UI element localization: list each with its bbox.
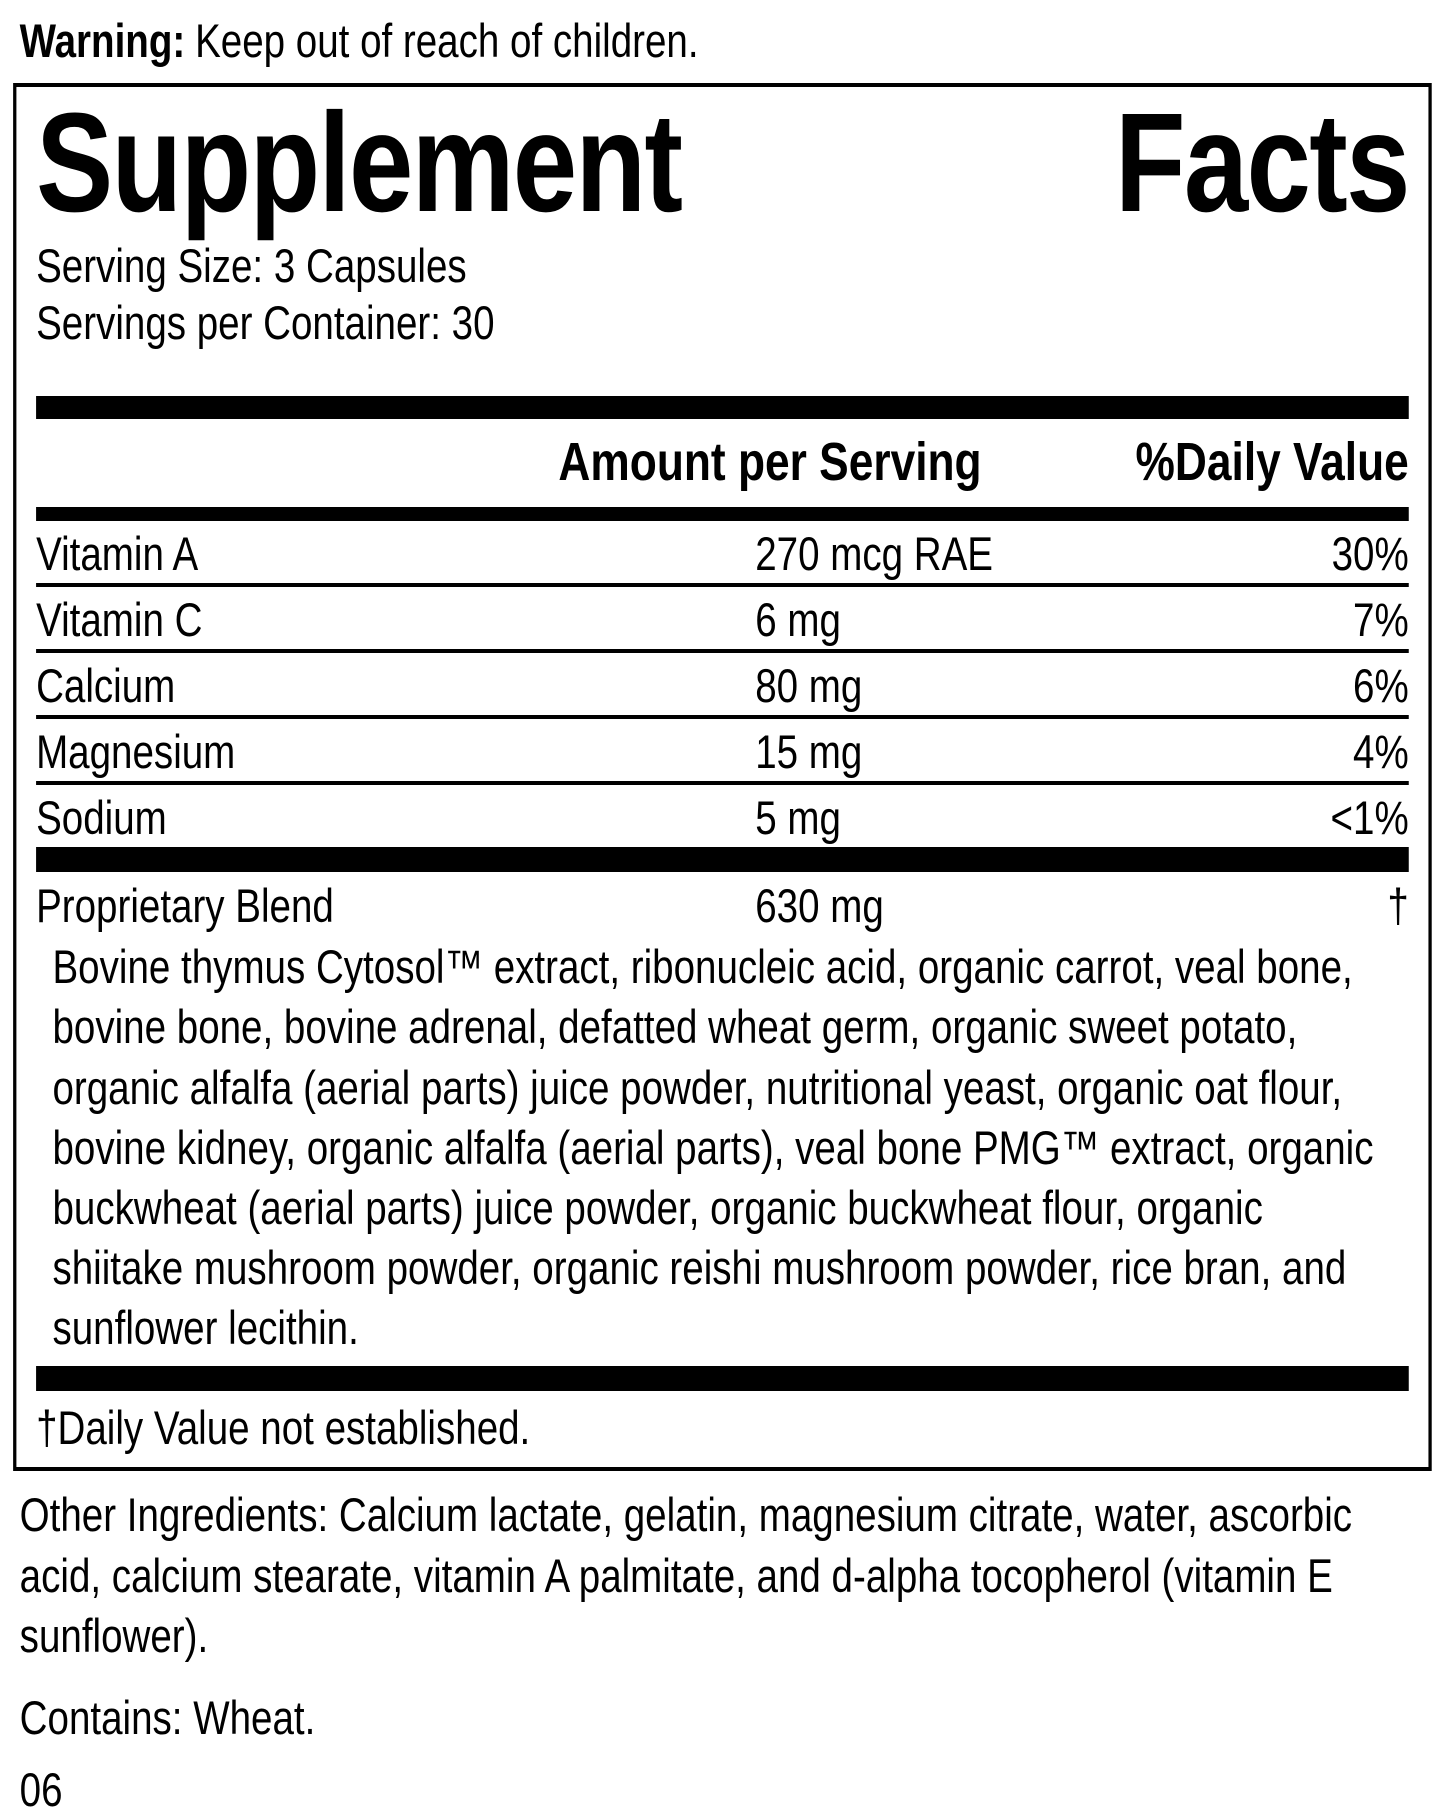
nutrient-amount: 6 mg: [755, 593, 841, 647]
panel-title-word-1: Supplement: [36, 83, 683, 242]
panel-title: Supplement Facts: [36, 83, 1410, 242]
nutrient-row-vitamin-a: Vitamin A 270 mcg RAE 30%: [36, 521, 1409, 583]
nutrient-name: Vitamin C: [36, 593, 203, 647]
nutrient-daily-value: 4%: [1353, 725, 1409, 779]
blend-amount: 630 mg: [755, 879, 884, 933]
nutrient-name: Magnesium: [36, 725, 236, 779]
supplement-facts-panel: Supplement Facts Serving Size: 3 Capsule…: [13, 83, 1432, 1472]
header-spacer: [36, 434, 558, 491]
nutrient-row-magnesium: Magnesium 15 mg 4%: [36, 715, 1409, 781]
blend-name: Proprietary Blend: [36, 879, 334, 933]
warning-line: Warning: Keep out of reach of children.: [20, 10, 1425, 71]
table-header-row: Amount per Serving %Daily Value: [36, 419, 1409, 508]
nutrient-row-sodium: Sodium 5 mg <1%: [36, 781, 1409, 847]
blend-description: Bovine thymus Cytosol™ extract, ribonucl…: [52, 940, 1374, 1355]
servings-per-container: Servings per Container: 30: [36, 296, 495, 350]
nutrient-amount: 5 mg: [755, 791, 841, 845]
nutrient-amount: 15 mg: [755, 725, 863, 779]
divider-bar-top: [36, 395, 1409, 419]
nutrient-name: Vitamin A: [36, 527, 199, 581]
other-ingredients: Other Ingredients: Calcium lactate, gela…: [19, 1488, 1353, 1662]
nutrient-daily-value: 7%: [1353, 593, 1409, 647]
divider-bar-footnote: [36, 1366, 1409, 1392]
panel-title-word-2: Facts: [1114, 83, 1410, 242]
proprietary-blend-row: Proprietary Blend 630 mg †: [36, 872, 1409, 935]
serving-size: Serving Size: 3 Capsules: [36, 238, 467, 292]
warning-text: Keep out of reach of children.: [195, 14, 699, 67]
warning-label: Warning:: [19, 14, 186, 67]
label-code: 06: [19, 1762, 63, 1816]
header-daily-value: %Daily Value: [1135, 431, 1409, 492]
divider-bar-blend: [36, 847, 1409, 873]
blend-daily-value-dagger: †: [1387, 879, 1409, 933]
nutrient-daily-value: <1%: [1330, 791, 1409, 845]
nutrient-row-vitamin-c: Vitamin C 6 mg 7%: [36, 583, 1409, 649]
divider-bar-header: [36, 507, 1409, 522]
nutrient-daily-value: 6%: [1353, 659, 1409, 713]
nutrient-row-calcium: Calcium 80 mg 6%: [36, 649, 1409, 715]
header-amount-per-serving: Amount per Serving: [558, 431, 982, 492]
daily-value-footnote: †Daily Value not established.: [36, 1401, 531, 1455]
nutrient-name: Sodium: [36, 791, 167, 845]
nutrient-amount: 80 mg: [755, 659, 863, 713]
nutrient-name: Calcium: [36, 659, 176, 713]
contains-statement: Contains: Wheat.: [19, 1690, 316, 1744]
nutrient-amount: 270 mcg RAE: [755, 527, 993, 581]
label-content: Warning: Keep out of reach of children. S…: [0, 10, 1445, 1816]
nutrient-daily-value: 30%: [1331, 527, 1409, 581]
